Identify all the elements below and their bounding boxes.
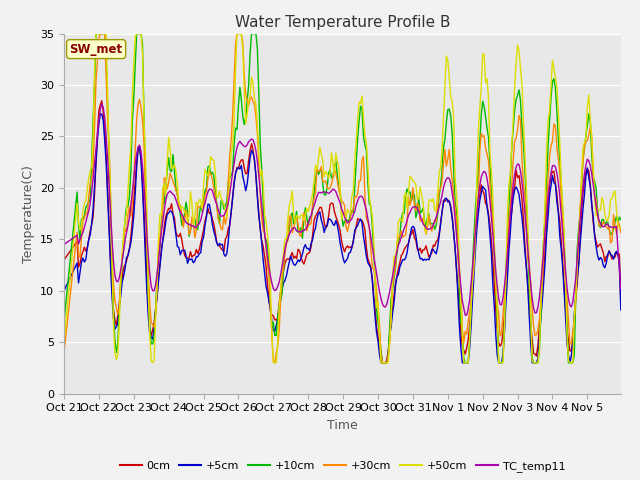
Title: Water Temperature Profile B: Water Temperature Profile B: [235, 15, 450, 30]
Legend: 0cm, +5cm, +10cm, +30cm, +50cm, TC_temp11: 0cm, +5cm, +10cm, +30cm, +50cm, TC_temp1…: [115, 457, 570, 477]
Y-axis label: Temperature(C): Temperature(C): [22, 165, 35, 263]
X-axis label: Time: Time: [327, 419, 358, 432]
Text: SW_met: SW_met: [70, 43, 123, 56]
